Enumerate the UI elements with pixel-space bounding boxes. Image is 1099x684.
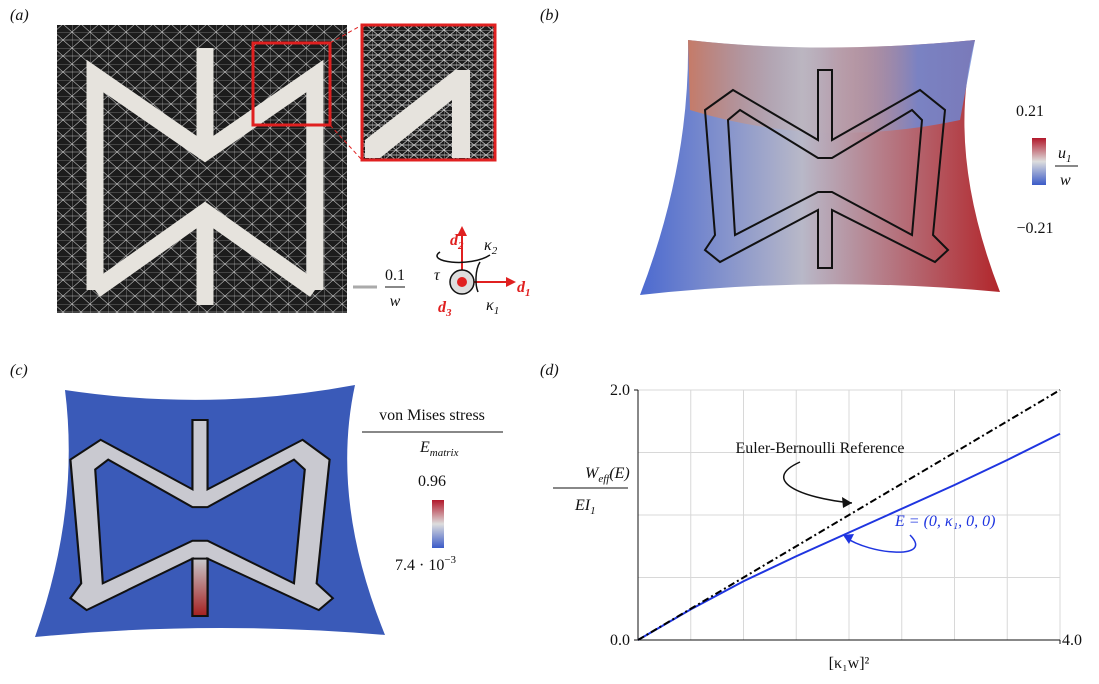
panel-label: (d) [540, 362, 559, 379]
colorbar-den: w [1060, 172, 1071, 189]
scale-num: 0.1 [385, 267, 405, 284]
annotation: Euler-Bernoulli Reference [736, 440, 905, 457]
colorbar-max: 0.21 [1016, 103, 1044, 120]
colorbar-title: von Mises stress [379, 407, 485, 424]
annotation-arrow [784, 462, 852, 503]
y-label-den: EI1 [574, 497, 596, 517]
colorbar [432, 500, 444, 548]
panel-label: (a) [10, 7, 29, 24]
colorbar-max: 0.96 [418, 473, 446, 490]
kappa-label: κ2 [484, 237, 498, 257]
y-tick-label: 0.0 [610, 632, 630, 649]
panel-label: (c) [10, 362, 28, 379]
colorbar-min: 7.4 · 10−3 [395, 554, 457, 574]
frame-triad [437, 226, 516, 294]
annotation-arrowhead [843, 534, 854, 544]
x-label: [κ₁w]² [829, 655, 870, 672]
figure: (a) 0.1 w d2 d1 d3 κ2 κ1 τ (b) 0.21 −0.2… [0, 0, 1099, 684]
colorbar [1032, 138, 1046, 185]
x-tick-label: 4.0 [1062, 632, 1082, 649]
colorbar-num: u1 [1058, 145, 1072, 165]
scale-den: w [390, 293, 401, 310]
y-label-num: Weff(E) [585, 465, 630, 485]
annotation-arrow [845, 535, 916, 552]
colorbar-den: Ematrix [419, 439, 459, 459]
frame-label: d3 [438, 299, 452, 319]
panel-label: (b) [540, 7, 559, 24]
annotation: E = (0, κ₁, 0, 0) [894, 513, 995, 530]
frame-label: d1 [517, 279, 531, 299]
tau-label: τ [434, 267, 441, 284]
kappa-label: κ1 [486, 297, 499, 317]
annotation-arrowhead [842, 497, 852, 508]
y-tick-label: 2.0 [610, 382, 630, 399]
colorbar-min: −0.21 [1016, 220, 1053, 237]
